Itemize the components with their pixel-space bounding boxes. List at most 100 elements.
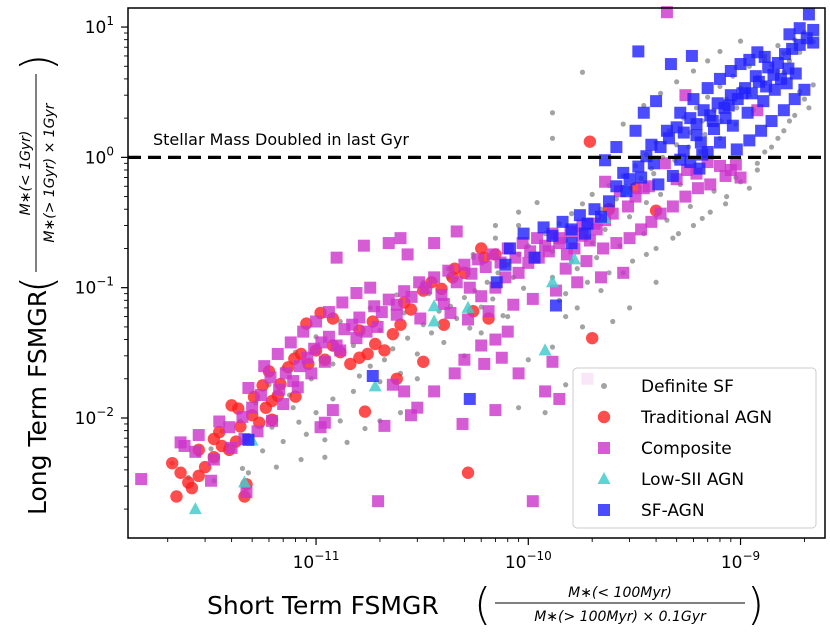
data-point (658, 157, 671, 170)
data-point (549, 110, 556, 116)
data-point (713, 136, 726, 149)
data-point (390, 308, 403, 321)
data-point (632, 160, 645, 173)
data-point (783, 28, 796, 41)
data-point (610, 141, 623, 154)
data-point (674, 79, 680, 85)
data-point (650, 95, 663, 108)
data-point (637, 106, 650, 119)
x-axis-title: Short Term FSMGR ( M∗(< 100Myr) M∗(> 100… (207, 579, 764, 630)
data-point (378, 344, 391, 357)
data-point (364, 281, 377, 294)
data-point (505, 313, 511, 320)
data-point (467, 325, 473, 331)
data-point (189, 445, 202, 458)
data-point (538, 343, 552, 356)
x-axis-title-main: Short Term FSMGR (207, 591, 439, 620)
data-point (526, 495, 539, 508)
data-point (223, 421, 236, 434)
data-point (534, 199, 540, 206)
x-axis-left-paren: ( (474, 579, 491, 630)
data-point (336, 296, 349, 309)
data-point (318, 355, 331, 368)
data-point (806, 105, 812, 111)
data-point (602, 226, 608, 233)
data-point (405, 290, 418, 303)
data-point (428, 237, 441, 250)
data-point (549, 344, 556, 350)
data-point (569, 211, 575, 217)
data-point (660, 124, 673, 137)
data-point (690, 222, 697, 229)
data-point (684, 156, 697, 169)
data-point (574, 305, 580, 311)
x-axis-fraction-numerator: M∗(< 100Myr) (568, 585, 672, 601)
data-point (482, 305, 495, 318)
x-tick-label: 10−10 (505, 549, 552, 573)
data-point (207, 432, 221, 446)
data-point (360, 325, 373, 338)
data-point (775, 135, 781, 141)
data-point (500, 313, 506, 319)
legend-marker (601, 383, 607, 389)
data-point (705, 94, 711, 100)
data-point (726, 119, 739, 132)
data-point (515, 209, 522, 215)
data-point (579, 69, 586, 75)
data-point (507, 298, 520, 311)
data-point (390, 346, 396, 352)
data-point (322, 306, 335, 319)
data-point (525, 357, 531, 363)
data-point (350, 287, 363, 300)
data-point (758, 50, 771, 63)
data-point (597, 242, 610, 255)
data-point (749, 70, 762, 83)
data-point (563, 313, 569, 320)
data-point (584, 279, 591, 285)
data-point (526, 292, 539, 305)
legend-marker (598, 442, 610, 454)
data-point (472, 253, 485, 266)
data-point (549, 299, 562, 312)
data-point (666, 169, 679, 182)
data-point (394, 292, 400, 298)
data-point (404, 409, 417, 422)
data-point (674, 106, 687, 119)
data-point (690, 118, 703, 131)
data-point (427, 299, 441, 312)
data-point (722, 201, 729, 207)
data-point (489, 404, 502, 417)
data-point (330, 396, 336, 402)
data-point (652, 178, 665, 191)
data-point (334, 344, 347, 357)
data-point (386, 327, 400, 341)
data-point (793, 22, 806, 35)
data-point (515, 222, 522, 229)
legend-entry: Definite SF (601, 377, 734, 397)
data-point (745, 87, 758, 100)
data-point (701, 145, 714, 158)
data-point (260, 448, 266, 454)
data-point (643, 251, 649, 258)
data-point (318, 416, 331, 429)
data-point (367, 363, 373, 369)
data-point (240, 486, 253, 499)
y-tick-label: 101 (85, 14, 114, 38)
data-point (666, 200, 679, 213)
data-point (654, 207, 667, 220)
data-point (375, 306, 388, 319)
data-point (565, 223, 578, 236)
data-point (284, 336, 297, 349)
data-point (786, 42, 799, 55)
y-axis-left-paren: ( (12, 276, 63, 293)
data-point (730, 143, 743, 156)
data-point (635, 223, 648, 236)
data-point (786, 118, 793, 124)
data-point (647, 157, 660, 170)
data-point (465, 267, 478, 280)
data-point (560, 248, 573, 261)
data-point (757, 95, 770, 108)
data-point (802, 8, 815, 21)
data-point (475, 339, 488, 352)
